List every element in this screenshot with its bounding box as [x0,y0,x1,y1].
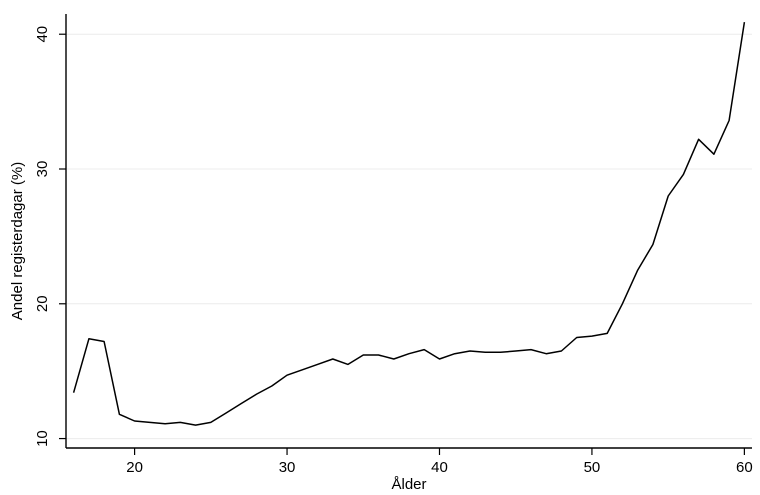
x-tick-label: 50 [584,459,601,476]
x-axis-title: Ålder [391,476,426,493]
gridlines [66,33,752,440]
data-points [74,22,745,425]
x-tick-label: 20 [126,459,143,476]
series-line [72,21,746,426]
y-tick-label: 30 [34,161,51,178]
y-tick-label: 40 [34,26,51,43]
x-tick-label: 40 [431,459,448,476]
x-tick-label: 30 [279,459,296,476]
y-tick-label: 20 [34,295,51,312]
axis-ticks: 10 20 30 40 20 30 40 50 60 [34,26,753,476]
y-tick-label: 10 [34,430,51,447]
x-tick-label: 60 [736,459,753,476]
y-axis-title: Andel registerdagar (%) [9,162,26,320]
